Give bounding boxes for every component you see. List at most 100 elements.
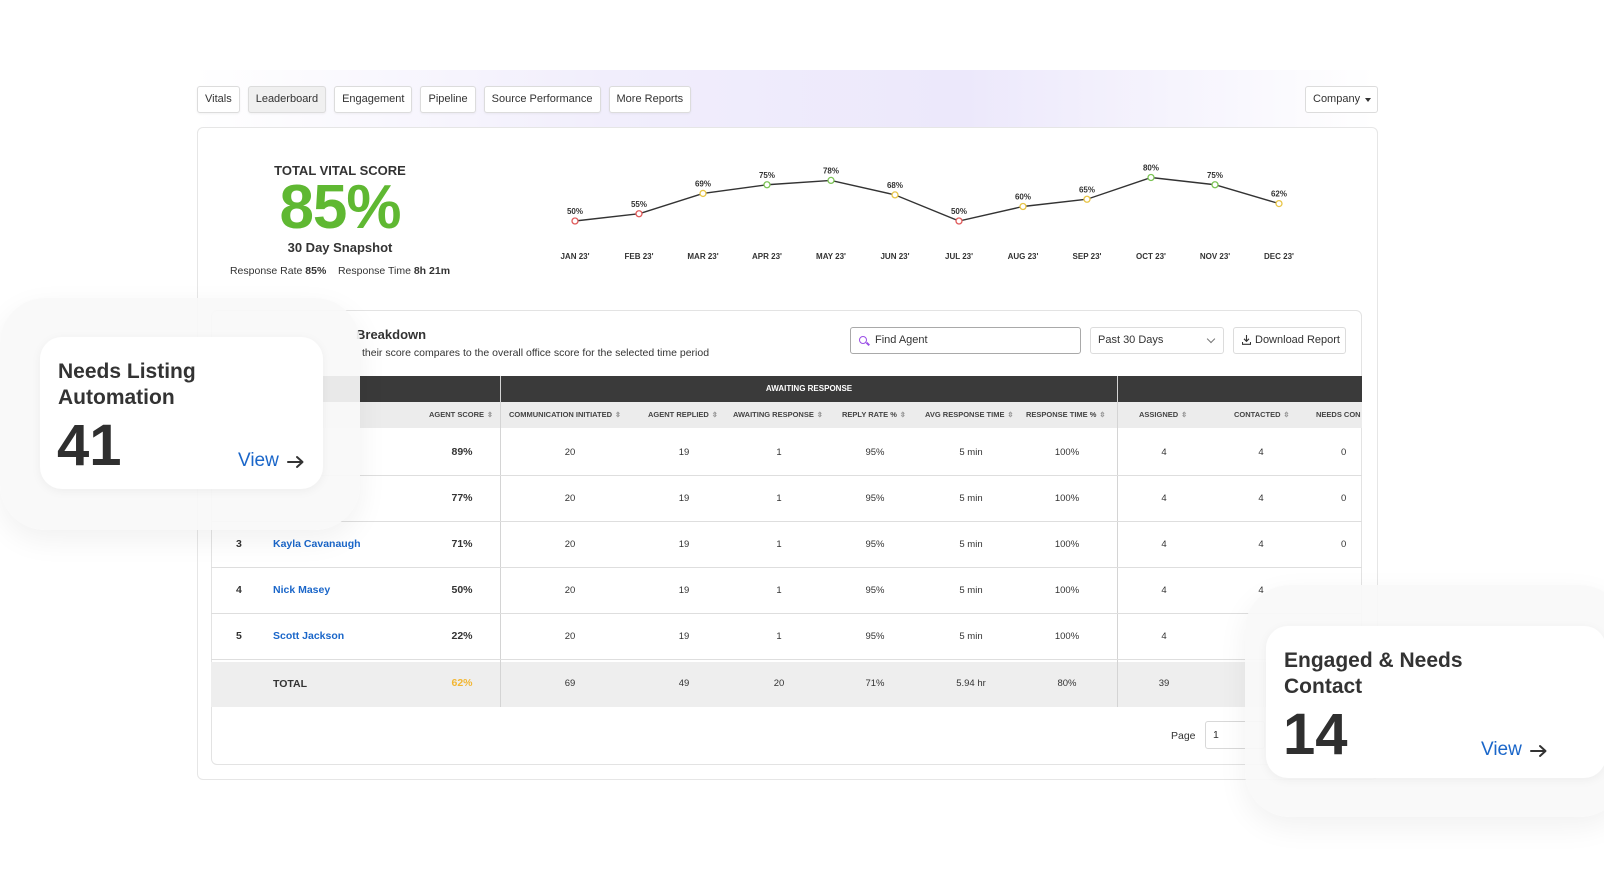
vital-score-title: TOTAL VITAL SCORE: [274, 163, 406, 178]
col-response-time-pct-label: RESPONSE TIME %: [1026, 410, 1097, 419]
cell-reply-rate: 95%: [865, 493, 885, 504]
cell-total-score: 62%: [451, 677, 473, 689]
engaged-needs-contact-card: Engaged & Needs Contact 14 View: [1266, 626, 1604, 778]
cell-replied: 19: [678, 539, 690, 550]
col-agent-replied[interactable]: AGENT REPLIED ⇳: [648, 402, 718, 428]
cell-reply-rate: 95%: [865, 539, 885, 550]
trend-point[interactable]: [635, 210, 643, 218]
card-title: Needs Listing Automation: [58, 360, 196, 409]
trend-point[interactable]: [1211, 181, 1219, 189]
cell-rank: 5: [236, 630, 242, 642]
col-contacted[interactable]: CONTACTED ⇳: [1234, 402, 1289, 428]
trend-point[interactable]: [571, 217, 579, 225]
cell-total-avg-time: 5.94 hr: [956, 678, 986, 689]
needs-listing-automation-card: Needs Listing Automation 41 View: [40, 337, 323, 489]
trend-point-label: 75%: [1207, 171, 1223, 180]
col-communication-initiated-label: COMMUNICATION INITIATED: [509, 410, 613, 419]
cell-rank: 4: [236, 584, 242, 596]
download-report-button[interactable]: Download Report: [1233, 327, 1346, 354]
find-agent-input[interactable]: Find Agent: [850, 327, 1081, 354]
row-divider: [211, 567, 1362, 568]
trend-point-label: 80%: [1143, 164, 1159, 173]
trend-point[interactable]: [1147, 173, 1155, 182]
download-icon: [1242, 335, 1251, 345]
trend-point[interactable]: [891, 191, 899, 199]
x-tick-label: JUL 23': [945, 252, 973, 261]
trend-point[interactable]: [763, 181, 771, 189]
cell-awaiting: 1: [776, 585, 782, 596]
col-reply-rate[interactable]: REPLY RATE % ⇳: [842, 402, 906, 428]
tab-pipeline[interactable]: Pipeline: [420, 86, 476, 113]
row-divider: [211, 613, 1362, 614]
col-avg-response-time[interactable]: AVG RESPONSE TIME ⇳: [925, 402, 1013, 428]
trend-point[interactable]: [1275, 199, 1283, 208]
tab-leaderboard[interactable]: Leaderboard: [247, 86, 327, 113]
cell-awaiting: 1: [776, 493, 782, 504]
trend-point[interactable]: [1019, 202, 1027, 211]
trend-point[interactable]: [699, 189, 707, 198]
cell-initiated: 20: [564, 631, 576, 642]
x-tick-label: JAN 23': [560, 252, 589, 261]
col-awaiting-response-label: AWAITING RESPONSE: [733, 410, 814, 419]
agent-link[interactable]: Kayla Cavanaugh: [273, 538, 361, 550]
period-select[interactable]: Past 30 Days: [1090, 327, 1224, 354]
tab-more-reports[interactable]: More Reports: [608, 86, 692, 113]
pagination-label: Page: [1171, 730, 1196, 742]
x-tick-label: APR 23': [752, 252, 782, 261]
trend-line: [574, 176, 1280, 222]
cell-initiated: 20: [564, 493, 576, 504]
cell-avg-time: 5 min: [959, 585, 983, 596]
col-communication-initiated[interactable]: COMMUNICATION INITIATED ⇳: [509, 402, 621, 428]
sort-icon: ⇳: [1283, 412, 1290, 419]
vital-trend-chart: 50% JAN 23' 55% FEB 23' 69% MAR 23' 75% APR 23'…: [560, 164, 1294, 262]
cell-avg-time: 5 min: [959, 447, 983, 458]
cell-assigned: 4: [1161, 539, 1167, 550]
agent-link[interactable]: Scott Jackson: [273, 630, 345, 642]
tab-engagement[interactable]: Engagement: [334, 86, 413, 113]
cell-replied: 19: [678, 493, 690, 504]
trend-point[interactable]: [955, 217, 963, 225]
awaiting-response-group-label: AWAITING RESPONSE: [765, 384, 853, 393]
col-agent-replied-label: AGENT REPLIED: [648, 410, 709, 419]
col-assigned[interactable]: ASSIGNED ⇳: [1139, 402, 1187, 428]
cell-agent-score: 89%: [451, 446, 473, 458]
sort-icon: ⇳: [1007, 412, 1014, 419]
company-select[interactable]: Company: [1305, 86, 1378, 113]
agent-link[interactable]: Nick Masey: [273, 584, 331, 596]
col-awaiting-response[interactable]: AWAITING RESPONSE ⇳: [733, 402, 823, 428]
arrow-right-icon: [287, 456, 304, 468]
cell-rank: 3: [236, 538, 242, 550]
col-agent-score[interactable]: AGENT SCORE ⇳: [429, 402, 493, 428]
column-divider: [1117, 376, 1118, 707]
col-needs-contact-label: NEEDS CON: [1316, 410, 1361, 419]
company-select-value: Company: [1313, 93, 1361, 105]
vital-score-value: 85%: [279, 173, 401, 242]
cell-replied: 19: [678, 585, 690, 596]
response-time-label: Response Time: [337, 265, 411, 277]
trend-point-label: 78%: [823, 166, 839, 175]
sort-icon: ⇳: [899, 412, 906, 419]
col-needs-contact[interactable]: NEEDS CON: [1316, 402, 1361, 428]
cell-needs-contact: 0: [1341, 447, 1347, 458]
trend-point[interactable]: [1083, 195, 1091, 203]
cell-initiated: 20: [564, 585, 576, 596]
col-response-time-pct[interactable]: RESPONSE TIME % ⇳: [1026, 402, 1105, 428]
card-count: 41: [57, 413, 122, 478]
card-view-label: View: [1481, 739, 1522, 760]
tab-vitals[interactable]: Vitals: [197, 86, 240, 113]
vital-score-summary: TOTAL VITAL SCORE 85% 30 Day Snapshot Re…: [224, 163, 456, 277]
caret-down-icon: [1365, 98, 1371, 102]
tab-source-performance[interactable]: Source Performance: [483, 86, 601, 113]
trend-point[interactable]: [827, 176, 835, 185]
chevron-down-icon: [1206, 334, 1216, 344]
row-divider: [211, 475, 1362, 476]
col-avg-response-time-label: AVG RESPONSE TIME: [925, 410, 1005, 419]
cell-total-replied: 49: [678, 678, 690, 689]
x-tick-label: SEP 23': [1073, 252, 1102, 261]
cell-time-pct: 100%: [1054, 493, 1080, 504]
sort-icon: ⇳: [615, 412, 621, 419]
x-tick-label: NOV 23': [1200, 252, 1230, 261]
cell-time-pct: 100%: [1054, 539, 1080, 550]
arrow-right-icon: [1530, 745, 1547, 757]
